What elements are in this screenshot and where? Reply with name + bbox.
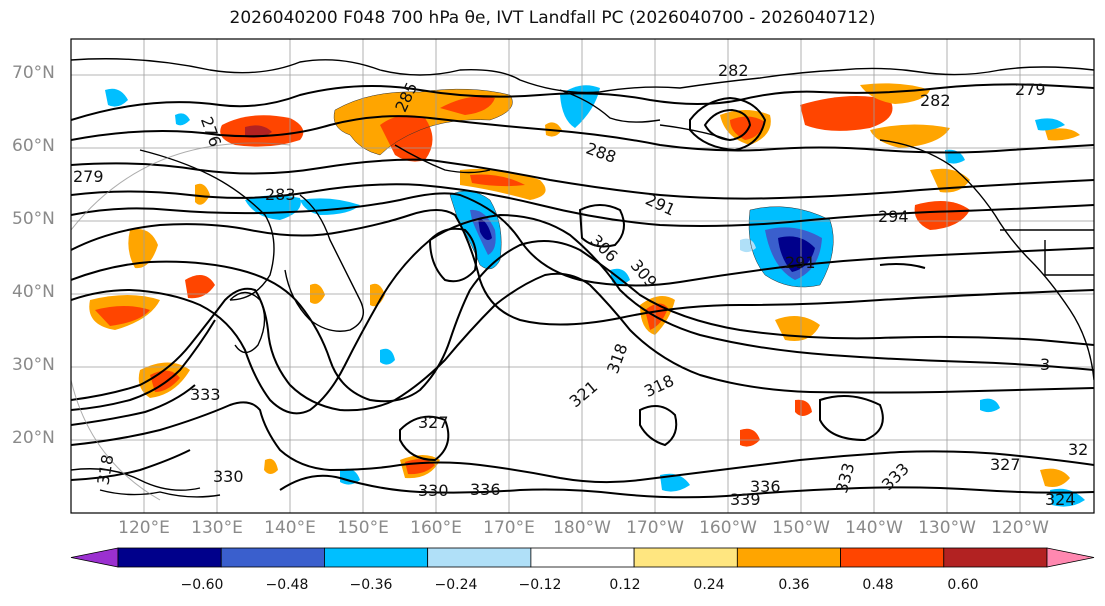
colorbar-segment [427, 547, 532, 568]
lon-label: 120°E [118, 518, 170, 538]
lon-label: 130°E [191, 518, 243, 538]
lon-label: 170°E [483, 518, 535, 538]
negative-anomaly-shading [105, 85, 1085, 507]
colorbar-extend-max [1046, 547, 1095, 568]
colorbar [70, 547, 1095, 568]
contour-label: 279 [1015, 80, 1046, 99]
colorbar-tick-label: 0.24 [693, 577, 725, 593]
contour-label: 327 [990, 455, 1021, 474]
map-title: 2026040200 F048 700 hPa θe, IVT Landfall… [229, 8, 876, 28]
contour-label: 339 [730, 490, 761, 509]
colorbar-tick-label: −0.48 [265, 577, 309, 593]
colorbar-tick-label: −0.60 [180, 577, 224, 593]
colorbar-segment [840, 547, 945, 568]
lat-label: 70°N [12, 63, 55, 83]
colorbar-extend-min [70, 547, 119, 568]
lat-label: 30°N [12, 355, 55, 375]
contour-label: 279 [73, 167, 104, 186]
contour-label: 283 [265, 185, 296, 204]
contour-label: 282 [718, 61, 749, 80]
contour-label: 32 [1068, 440, 1088, 459]
lon-label: 140°W [845, 518, 903, 538]
lat-label: 60°N [12, 136, 55, 156]
colorbar-segment [117, 547, 222, 568]
lat-label: 40°N [12, 282, 55, 302]
colorbar-segment [633, 547, 738, 568]
contour-label: 291 [785, 253, 816, 272]
colorbar-tick-label: 0.60 [947, 577, 979, 593]
contour-label: 333 [190, 385, 221, 404]
lat-label: 50°N [12, 209, 55, 229]
contour-label: 294 [878, 207, 909, 226]
contour-label: 336 [750, 477, 781, 496]
lon-label: 140°E [264, 518, 316, 538]
theta-e-contours [71, 83, 1094, 499]
lon-label: 180°W [553, 518, 611, 538]
colorbar-tick-label: −0.12 [518, 577, 562, 593]
lat-label: 20°N [12, 428, 55, 448]
lon-label: 160°W [699, 518, 757, 538]
colorbar-segment [943, 547, 1048, 568]
lon-label: 120°W [991, 518, 1049, 538]
lon-label: 150°W [772, 518, 830, 538]
contour-label: 330 [418, 481, 449, 500]
colorbar-tick-label: −0.36 [349, 577, 393, 593]
lon-label: 150°E [337, 518, 389, 538]
contour-label: 3 [1040, 355, 1050, 374]
colorbar-segment [530, 547, 635, 568]
contour-label: 324 [1045, 490, 1076, 509]
positive-anomaly-shading [89, 83, 1080, 487]
contour-label: 330 [213, 467, 244, 486]
colorbar-tick-label: 0.48 [862, 577, 894, 593]
lon-label: 160°E [410, 518, 462, 538]
contour-label: 282 [920, 91, 951, 110]
colorbar-segment [736, 547, 841, 568]
projection-outline [71, 142, 291, 501]
colorbar-tick-label: 0.36 [778, 577, 810, 593]
colorbar-tick-label: −0.24 [434, 577, 478, 593]
colorbar-segment [324, 547, 429, 568]
colorbar-segment [220, 547, 325, 568]
map-frame [70, 38, 1095, 514]
colorbar-tick-label: 0.12 [609, 577, 641, 593]
contour-label: 327 [418, 413, 449, 432]
lon-label: 170°W [626, 518, 684, 538]
lon-label: 130°W [918, 518, 976, 538]
graticule [71, 39, 1094, 513]
contour-label: 336 [470, 480, 501, 499]
